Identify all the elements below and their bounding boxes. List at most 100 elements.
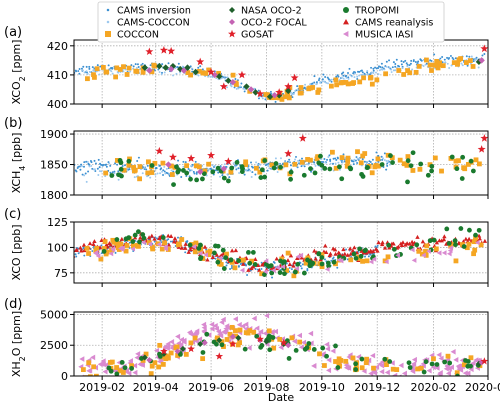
data-point [289, 164, 292, 167]
data-point [473, 235, 478, 241]
data-point [477, 161, 482, 167]
data-point [318, 153, 323, 159]
data-point [278, 163, 280, 166]
data-point [343, 364, 349, 371]
data-point [443, 58, 446, 61]
data-point [394, 69, 397, 72]
data-point [215, 165, 221, 171]
data-point [211, 76, 214, 79]
data-point [322, 166, 328, 171]
data-point [459, 242, 465, 247]
data-point [367, 255, 370, 258]
data-point [156, 364, 162, 370]
data-point [283, 162, 289, 168]
data-point [273, 161, 279, 166]
data-point [363, 360, 369, 366]
data-point [320, 345, 326, 351]
data-point [190, 67, 193, 70]
data-point [284, 268, 289, 273]
legend-item: CAMS-COCCON [106, 18, 190, 29]
data-point [134, 69, 140, 74]
data-point [325, 81, 328, 84]
data-point [265, 163, 268, 166]
data-point [142, 166, 145, 169]
data-point [229, 268, 232, 271]
x-tick-label: 2019-12 [354, 381, 400, 394]
data-point [390, 160, 395, 165]
data-point [168, 172, 171, 175]
data-point [188, 176, 193, 182]
data-point [379, 162, 385, 167]
data-point [353, 72, 356, 75]
data-point [262, 269, 268, 275]
data-point [275, 88, 284, 96]
data-point [234, 260, 239, 265]
data-point [477, 145, 486, 153]
data-point [206, 67, 212, 73]
data-point [197, 250, 203, 257]
data-point [90, 161, 93, 164]
data-point [214, 252, 220, 257]
data-point [333, 251, 338, 256]
data-point [436, 250, 442, 256]
data-point [398, 362, 404, 369]
data-point [372, 69, 375, 72]
data-point [269, 270, 275, 276]
data-point [290, 73, 299, 82]
data-point [358, 253, 364, 259]
data-point [473, 157, 479, 163]
data-point [209, 326, 215, 332]
data-point [83, 71, 86, 74]
data-point [250, 175, 253, 178]
data-point [421, 252, 426, 258]
data-point [132, 232, 138, 238]
data-point [395, 252, 401, 259]
data-point [208, 168, 211, 171]
data-point [151, 62, 157, 68]
data-point [149, 176, 152, 179]
data-point [365, 162, 368, 165]
data-point [324, 266, 330, 272]
data-point [350, 248, 356, 253]
data-point [109, 359, 115, 365]
data-point [210, 168, 213, 171]
data-point [126, 162, 132, 168]
legend-box [97, 1, 445, 43]
data-point [225, 261, 228, 264]
data-point [85, 65, 88, 68]
data-point [88, 70, 91, 73]
data-point [441, 250, 447, 256]
legend-marker [343, 7, 349, 13]
data-point [415, 234, 420, 239]
data-point [97, 174, 100, 177]
data-point [94, 66, 100, 72]
data-point [291, 263, 296, 268]
data-point [197, 341, 204, 347]
data-point [313, 256, 318, 261]
data-point [282, 259, 287, 265]
data-point [463, 236, 469, 241]
data-point [197, 74, 200, 77]
data-point [323, 243, 328, 248]
data-point [79, 356, 85, 362]
data-point [197, 336, 203, 342]
data-point [96, 167, 99, 170]
data-point [369, 160, 372, 163]
data-point [256, 163, 259, 166]
data-point [78, 72, 81, 75]
data-point [140, 69, 146, 75]
data-point [369, 73, 372, 76]
data-point [348, 257, 354, 263]
data-point [354, 159, 357, 162]
data-point [109, 164, 112, 167]
data-point [149, 170, 155, 175]
data-point [193, 240, 199, 246]
data-point [182, 160, 185, 163]
data-point [225, 77, 232, 84]
data-point [197, 68, 202, 74]
data-point [273, 95, 279, 101]
data-point [286, 95, 292, 101]
data-point [141, 172, 144, 175]
data-point [253, 257, 258, 262]
data-point [433, 53, 436, 56]
